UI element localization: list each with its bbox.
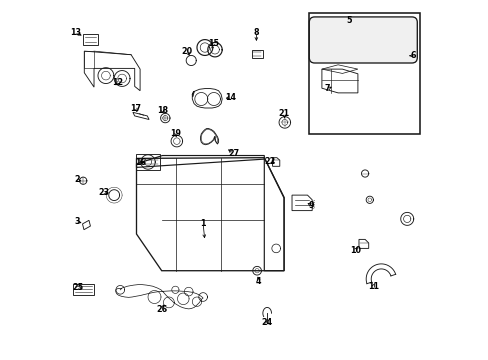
Text: 19: 19 [170,129,181,138]
Text: 21: 21 [278,109,289,118]
Text: 6: 6 [409,51,415,60]
Text: 3: 3 [74,217,80,226]
Text: 26: 26 [156,305,167,314]
Text: 15: 15 [208,40,219,49]
Text: 5: 5 [346,16,351,25]
Text: 22: 22 [264,157,276,166]
Text: 10: 10 [349,246,360,255]
Text: 1: 1 [200,219,205,228]
Text: 7: 7 [324,85,329,94]
Text: 27: 27 [228,149,239,158]
Text: 12: 12 [112,78,123,87]
Text: 9: 9 [308,201,313,210]
Text: 18: 18 [157,106,168,115]
Text: 25: 25 [73,284,83,292]
Text: 24: 24 [261,318,272,328]
Text: 13: 13 [70,28,81,37]
Text: 4: 4 [256,277,261,286]
Text: 8: 8 [253,28,259,37]
Text: 16: 16 [135,158,146,167]
Text: 14: 14 [225,93,236,102]
FancyBboxPatch shape [309,17,416,63]
Text: 2: 2 [74,175,80,184]
Text: 17: 17 [130,104,141,113]
Text: 11: 11 [367,282,378,291]
Text: 20: 20 [181,46,192,55]
Text: 23: 23 [99,188,109,197]
